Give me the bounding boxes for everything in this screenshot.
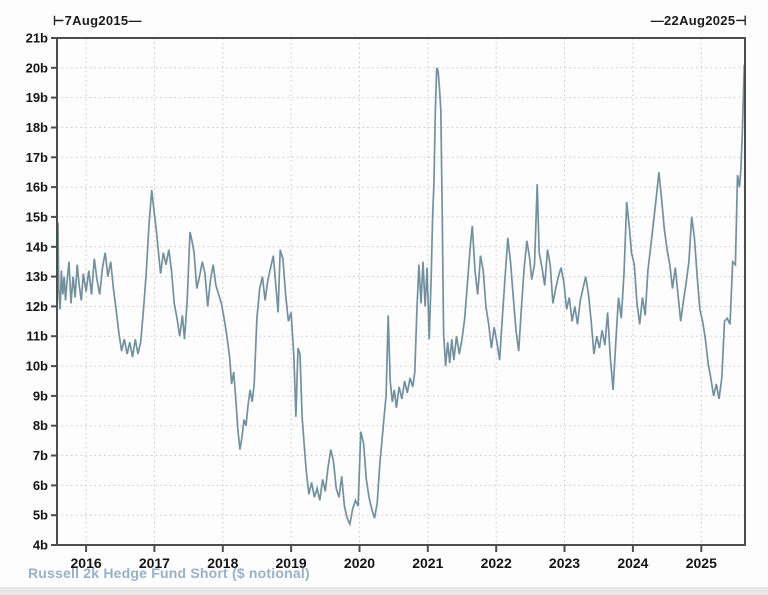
plot-frame: [56, 37, 746, 546]
y-axis-tick-label: 4b: [33, 538, 48, 553]
y-axis-tick-label: 5b: [33, 508, 48, 523]
start-date-annotation: ⊢7Aug2015—: [53, 13, 142, 28]
x-axis-tick-label: 2025: [686, 555, 717, 571]
x-axis-tick-label: 2020: [344, 555, 375, 571]
x-axis-tick-label: 2023: [549, 555, 580, 571]
x-axis-tick-label: 2016: [71, 555, 102, 571]
y-axis-tick-label: 11b: [26, 329, 48, 344]
x-axis-tick-label: 2018: [207, 555, 238, 571]
x-axis-tick-label: 2021: [412, 555, 443, 571]
x-axis-tick-label: 2024: [617, 555, 648, 571]
y-axis-tick-label: 20b: [26, 60, 48, 75]
y-axis-tick-label: 10b: [26, 359, 48, 374]
y-axis-tick-label: 15b: [26, 209, 48, 224]
end-date-annotation: —22Aug2025⊣: [650, 13, 747, 28]
series-footer-label: Russell 2k Hedge Fund Short ($ notional): [28, 565, 310, 581]
y-axis-tick-label: 9b: [33, 388, 48, 403]
y-axis-tick-label: 19b: [26, 90, 48, 105]
y-axis-tick-label: 6b: [33, 478, 48, 493]
x-axis-tick-label: 2019: [276, 555, 307, 571]
y-axis-tick-label: 17b: [26, 150, 48, 165]
y-axis-tick-label: 8b: [33, 418, 48, 433]
y-axis-tick-label: 13b: [26, 269, 48, 284]
y-axis-tick-label: 12b: [26, 299, 48, 314]
y-axis-tick-label: 7b: [33, 448, 48, 463]
y-axis-tick-label: 14b: [26, 239, 48, 254]
series-line: [56, 64, 746, 527]
y-axis-tick-label: 16b: [26, 180, 48, 195]
bottom-strip: [0, 587, 768, 595]
y-axis-tick-label: 21b: [26, 31, 48, 46]
x-axis-tick-label: 2017: [139, 555, 170, 571]
x-axis-tick-label: 2022: [481, 555, 512, 571]
y-axis-tick-label: 18b: [26, 120, 48, 135]
